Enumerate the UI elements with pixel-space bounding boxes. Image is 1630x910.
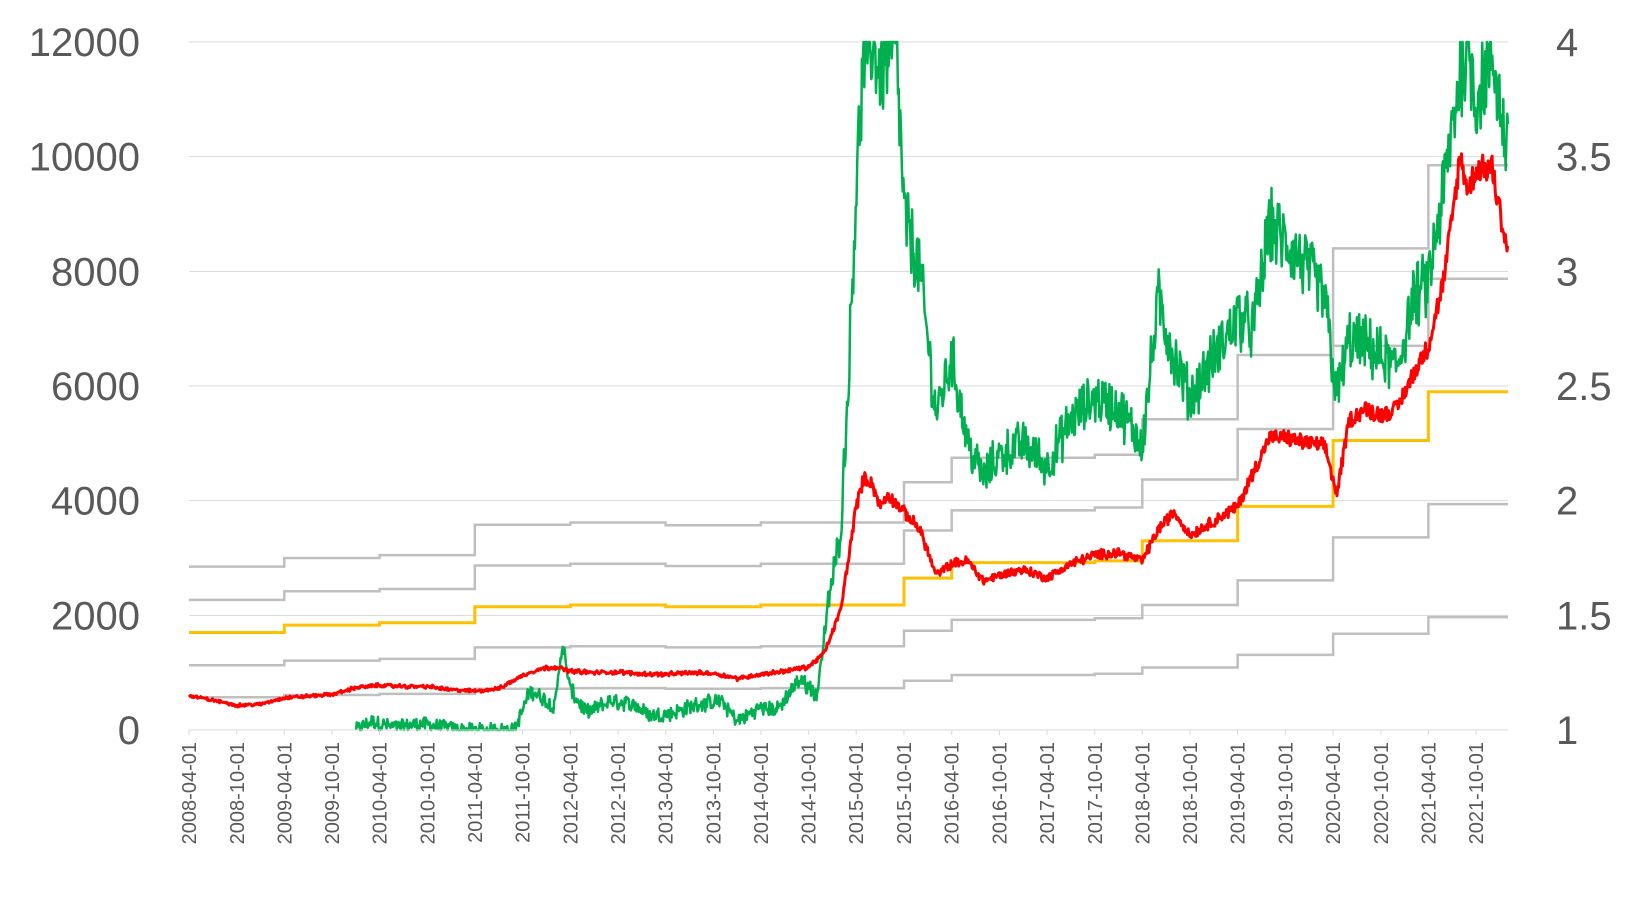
x-tick-label: 2020-04-01 (1323, 742, 1345, 844)
y-right-tick-label: 1.5 (1556, 594, 1612, 638)
series-line (189, 615, 1508, 699)
x-tick-label: 2018-10-01 (1180, 742, 1202, 844)
x-tick-label: 2008-04-01 (179, 742, 201, 844)
x-tick-label: 2016-04-01 (942, 742, 964, 844)
y-axis-right: 1 1.5 2 2.5 3 3.5 4 (1556, 21, 1612, 753)
y-left-tick-label: 4000 (51, 480, 140, 524)
series-line (187, 152, 1510, 709)
y-right-tick-label: 3.5 (1556, 136, 1612, 180)
x-tick-label: 2013-04-01 (656, 742, 678, 844)
y-left-tick-label: 6000 (51, 365, 140, 409)
y-right-tick-label: 1 (1556, 709, 1578, 753)
series-line (189, 502, 1508, 667)
y-right-tick-label: 2.5 (1556, 365, 1612, 409)
x-tick-label: 2019-10-01 (1275, 742, 1297, 844)
y-right-tick-label: 2 (1556, 480, 1578, 524)
x-tick-label: 2015-04-01 (846, 742, 868, 844)
x-tick-label: 2014-10-01 (799, 742, 821, 844)
x-tick-label: 2010-10-01 (417, 742, 439, 844)
x-tick-label: 2012-04-01 (560, 742, 582, 844)
series-line (189, 277, 1508, 602)
x-tick-label: 2020-10-01 (1371, 742, 1393, 844)
y-left-tick-label: 10000 (29, 136, 140, 180)
y-left-tick-label: 0 (118, 709, 140, 753)
series-line (189, 390, 1508, 634)
x-tick-label: 2015-10-01 (894, 742, 916, 844)
x-tick-label: 2009-04-01 (274, 742, 296, 844)
x-tick-label: 2008-10-01 (227, 742, 249, 844)
series-group (187, 40, 1510, 732)
x-tick-label: 2012-10-01 (608, 742, 630, 844)
y-left-tick-label: 8000 (51, 250, 140, 294)
x-tick-label: 2011-10-01 (513, 742, 535, 843)
y-left-tick-label: 2000 (51, 594, 140, 638)
x-axis: 2008-04-01 2008-10-01 2009-04-01 2009-10-01… (179, 730, 1488, 844)
x-tick-label: 2013-10-01 (703, 742, 725, 844)
y-left-tick-label: 12000 (29, 21, 140, 65)
x-tick-label: 2010-04-01 (370, 742, 392, 844)
x-tick-label: 2017-04-01 (1037, 742, 1059, 844)
y-axis-left: 0 2000 4000 6000 8000 10000 12000 (29, 21, 140, 753)
y-right-tick-label: 3 (1556, 250, 1578, 294)
x-tick-label: 2021-04-01 (1418, 742, 1440, 844)
x-tick-label: 2009-10-01 (322, 742, 344, 844)
series-line (354, 40, 1510, 732)
x-tick-label: 2018-04-01 (1132, 742, 1154, 844)
y-right-tick-label: 4 (1556, 21, 1578, 65)
x-tick-label: 2016-10-01 (990, 742, 1012, 844)
x-tick-label: 2014-04-01 (751, 742, 773, 844)
x-tick-label: 2011-04-01 (465, 742, 487, 843)
series-line (189, 164, 1508, 568)
x-tick-label: 2019-04-01 (1228, 742, 1250, 844)
x-tick-label: 2021-10-01 (1466, 742, 1488, 844)
x-tick-label: 2017-10-01 (1085, 742, 1107, 844)
